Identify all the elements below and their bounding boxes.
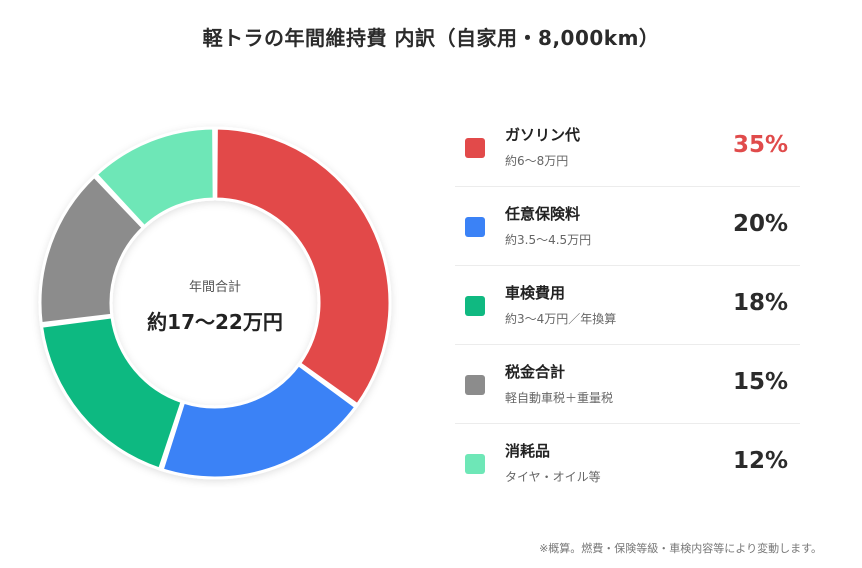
donut-slice-consumables [94, 126, 216, 229]
legend-item-name: 消耗品 [505, 442, 551, 460]
legend-item-percent: 18% [732, 290, 788, 316]
center-value: 約17～22万円 [147, 310, 283, 334]
legend-item-percent: 20% [732, 211, 788, 237]
legend-item-description: 約3～4万円／年換算 [505, 312, 617, 326]
swatch-gasoline [465, 138, 485, 158]
legend-row-gasoline: ガソリン代 約6～8万円 35% [455, 108, 800, 187]
swatch-insurance [465, 217, 485, 237]
donut-slice-inspection [39, 315, 184, 471]
legend-item-percent: 12% [732, 448, 788, 474]
donut-svg [38, 126, 392, 480]
donut-slice-taxes [38, 174, 146, 326]
legend-item-name: 税金合計 [505, 363, 566, 381]
swatch-inspection [465, 296, 485, 316]
swatch-taxes [465, 375, 485, 395]
footnote: ※概算。燃費・保険等級・車検内容等により変動します。 [539, 542, 822, 555]
donut-slice-gasoline [214, 126, 392, 407]
legend-item-name: ガソリン代 [505, 126, 581, 144]
center-label: 年間合計 [188, 280, 241, 295]
legend-item-percent: 15% [732, 369, 788, 395]
legend-row-consumables: 消耗品 タイヤ・オイル等 12% [455, 424, 800, 502]
legend-row-inspection: 車検費用 約3～4万円／年換算 18% [455, 266, 800, 345]
swatch-consumables [465, 454, 485, 474]
legend: ガソリン代 約6～8万円 35% 任意保険料 約3.5～4.5万円 20% 車検… [455, 108, 800, 502]
legend-item-name: 車検費用 [505, 284, 566, 302]
legend-item-percent: 35% [732, 132, 788, 158]
donut-chart: 年間合計 約17～22万円 [30, 118, 400, 488]
legend-row-taxes: 税金合計 軽自動車税＋重量税 15% [455, 345, 800, 424]
legend-item-name: 任意保険料 [505, 205, 581, 223]
legend-item-description: 軽自動車税＋重量税 [505, 391, 614, 405]
donut-slice-insurance [160, 362, 358, 480]
legend-item-description: タイヤ・オイル等 [505, 470, 601, 484]
legend-item-description: 約3.5～4.5万円 [505, 233, 592, 247]
legend-row-insurance: 任意保険料 約3.5～4.5万円 20% [455, 187, 800, 266]
chart-title: 軽トラの年間維持費 内訳（自家用・8,000km） [202, 26, 660, 50]
legend-item-description: 約6～8万円 [505, 154, 569, 168]
